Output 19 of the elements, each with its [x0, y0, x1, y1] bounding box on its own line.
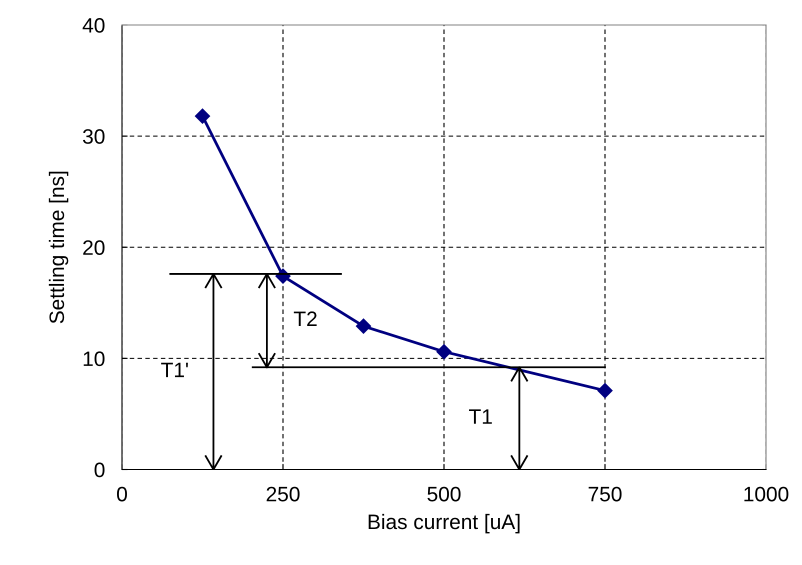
y-tick-label: 20	[83, 240, 105, 256]
y-axis-title: Settling time [ns]	[48, 172, 68, 324]
point	[436, 344, 452, 360]
point	[356, 318, 372, 334]
annotation: T1	[469, 409, 492, 424]
x-axis-title: Bias current [uA]	[368, 514, 520, 534]
x-tick-label: 250	[266, 486, 300, 502]
x-tick-label: 1000	[744, 486, 788, 502]
x-tick-label: 750	[588, 486, 622, 502]
y-tick-label: 40	[82, 18, 105, 33]
point	[597, 383, 613, 398]
y-tick-label: 0	[94, 462, 105, 478]
y-tick-label: 30	[82, 129, 105, 144]
annotation: T1'	[161, 362, 188, 378]
point	[194, 108, 210, 124]
y-tick-label: 10	[84, 351, 105, 366]
x-tick-label: 500	[427, 486, 461, 502]
x-tick-label: 0	[117, 486, 127, 502]
annotation: T2	[294, 311, 317, 326]
